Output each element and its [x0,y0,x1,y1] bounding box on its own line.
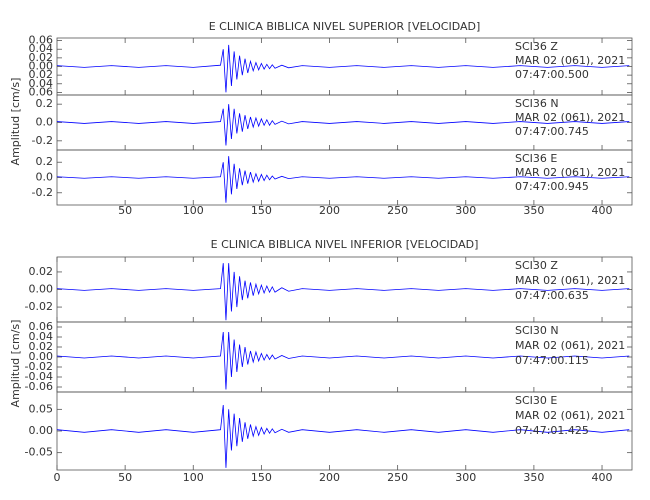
y-tick-label: 0.0 [36,116,54,129]
y-tick-label: 0.00 [29,60,54,73]
y-tick-label: 0.02 [29,51,54,64]
x-tick-label: 100 [183,204,204,217]
y-tick-label: 0.04 [29,42,54,55]
y-tick-label: -0.06 [25,380,53,393]
y-tick-label: 0.06 [29,320,54,333]
chart-title: E CLINICA BIBLICA NIVEL INFERIOR [VELOCI… [211,238,479,251]
y-tick-label: 0.02 [29,340,54,353]
y-tick-label: 0.2 [36,97,54,110]
y-tick-label: 0.04 [29,330,54,343]
time-label: 07:47:00.745 [515,125,589,138]
y-tick-label: 0.00 [29,350,54,363]
waveform [56,331,630,390]
x-tick-label: 300 [455,471,476,484]
y-tick-label: -0.04 [25,370,53,383]
y-tick-label: 0.05 [29,402,54,415]
x-tick-label: 150 [251,204,272,217]
y-tick-label: 0.00 [29,424,54,437]
y-tick-label: 0.02 [29,68,54,81]
y-tick-label: 0.0 [36,171,54,184]
station-label: SCI30 N [515,324,559,337]
y-tick-label: 0.04 [29,77,54,90]
station-label: SCI36 E [515,152,557,165]
x-tick-label: 0 [54,471,61,484]
waveform [56,104,630,146]
station-label: SCI36 Z [515,40,558,53]
x-tick-label: 400 [592,204,613,217]
y-tick-label: 0.02 [29,265,54,278]
x-tick-label: 200 [319,204,340,217]
y-tick-label: 0.06 [29,34,54,47]
y-tick-label: 0.00 [29,283,54,296]
waveform [56,263,630,321]
y-tick-label: -0.2 [32,186,53,199]
y-tick-label: -0.02 [25,300,53,313]
date-label: MAR 02 (061), 2021 [515,409,625,422]
waveform [56,404,630,468]
waveform [56,156,630,203]
y-tick-label: 0.2 [36,155,54,168]
chart-title: E CLINICA BIBLICA NIVEL SUPERIOR [VELOCI… [209,20,481,33]
x-tick-label: 300 [455,204,476,217]
date-label: MAR 02 (061), 2021 [515,111,625,124]
time-label: 07:47:01.425 [515,424,589,437]
x-tick-label: 250 [387,204,408,217]
station-label: SCI30 Z [515,259,558,272]
x-tick-label: 200 [319,471,340,484]
x-tick-label: 250 [387,471,408,484]
time-label: 07:47:00.635 [515,289,589,302]
time-label: 07:47:00.500 [515,68,589,81]
y-axis-label: Amplitud [cm/s] [9,78,22,166]
y-tick-label: -0.02 [25,360,53,373]
date-label: MAR 02 (061), 2021 [515,274,625,287]
time-label: 07:47:00.115 [515,354,589,367]
x-tick-label: 150 [251,471,272,484]
x-tick-label: 100 [183,471,204,484]
date-label: MAR 02 (061), 2021 [515,54,625,67]
x-tick-label: 350 [523,204,544,217]
waveform [56,44,630,93]
x-tick-label: 50 [118,204,132,217]
y-tick-label: -0.05 [25,446,53,459]
y-axis-label: Amplitud [cm/s] [9,320,22,408]
date-label: MAR 02 (061), 2021 [515,339,625,352]
y-tick-label: 0.06 [29,85,54,98]
x-tick-label: 400 [592,471,613,484]
y-tick-label: -0.2 [32,134,53,147]
time-label: 07:47:00.945 [515,180,589,193]
date-label: MAR 02 (061), 2021 [515,166,625,179]
station-label: SCI36 N [515,97,559,110]
x-tick-label: 350 [523,471,544,484]
station-label: SCI30 E [515,394,557,407]
x-tick-label: 50 [118,471,132,484]
